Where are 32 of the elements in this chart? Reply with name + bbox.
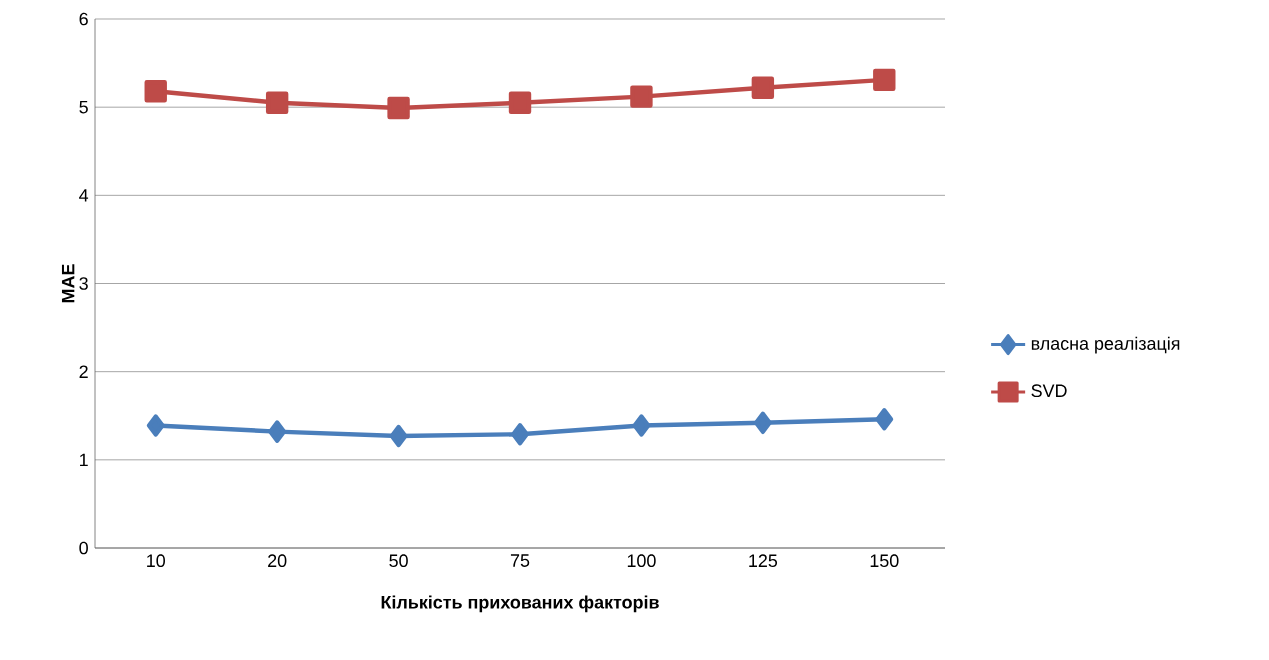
point <box>630 85 653 108</box>
point <box>146 414 165 437</box>
x-tick-label: 125 <box>749 554 778 568</box>
point <box>753 411 772 434</box>
point <box>268 420 287 443</box>
x-tick-label: 10 <box>147 554 165 568</box>
point <box>508 91 532 114</box>
point <box>873 68 896 92</box>
x-tick-label: 20 <box>268 554 287 568</box>
y-tick-label: 1 <box>80 453 88 466</box>
point <box>144 80 167 103</box>
y-axis-title: MAE <box>61 264 75 303</box>
x-tick-label: 150 <box>870 554 899 568</box>
legend-label: SVD <box>1031 384 1067 398</box>
y-tick-label: 5 <box>79 100 88 114</box>
point <box>389 424 408 448</box>
x-tick-label: 50 <box>389 554 408 568</box>
point <box>265 91 289 114</box>
x-axis-title: Кількість прихованих факторів <box>381 595 659 613</box>
y-tick-label: 3 <box>79 277 88 290</box>
point <box>751 76 775 99</box>
x-tick-label: 75 <box>510 554 530 567</box>
y-tick-label: 2 <box>79 365 88 378</box>
y-tick-label: 0 <box>79 541 88 555</box>
point <box>632 414 651 437</box>
x-tick-label: 100 <box>627 554 656 568</box>
y-tick-label: 6 <box>79 12 88 26</box>
legend-label: власна реалізація <box>1031 336 1180 354</box>
point <box>387 96 410 120</box>
y-tick-label: 4 <box>79 189 89 202</box>
point <box>511 423 529 446</box>
point <box>875 408 894 431</box>
